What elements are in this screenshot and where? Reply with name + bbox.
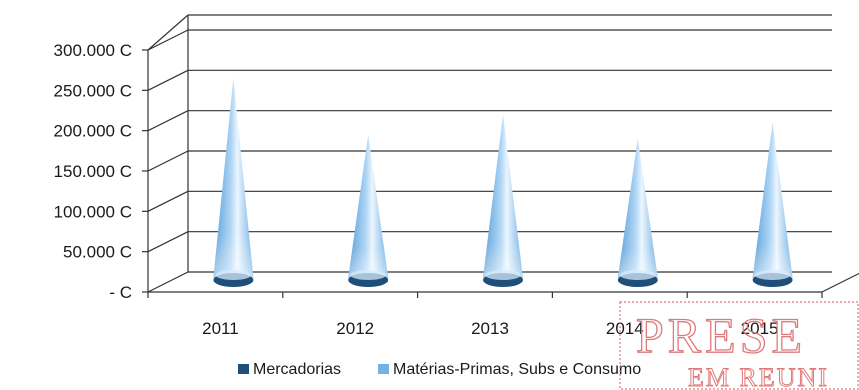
cone-base-top [754,270,791,280]
y-tick-label: 100.000 C [54,202,132,221]
legend-swatch-materias [378,364,389,374]
grid-diagonal-top [147,14,189,51]
cone-highlight [213,78,254,285]
grid-diagonal [147,110,189,132]
grid-diagonal [147,29,189,51]
x-tick-label: 2012 [336,319,374,338]
stamp-text-line1: PRESE [636,307,806,363]
grid-diagonal [147,190,189,212]
cone-highlight [483,114,523,285]
stamp-text-line2: EM REUNI [688,363,829,390]
y-tick-label: 300.000 C [54,41,132,60]
x-tick-label: 2014 [606,319,644,338]
grid-diagonal [147,150,189,172]
y-tick-label: 150.000 C [54,162,132,181]
y-tick-label: 200.000 C [54,122,132,141]
grid-diagonal [147,231,189,253]
cone-base-top [215,270,252,280]
x-tick-label: 2013 [471,319,509,338]
cone-base-top [350,270,387,280]
legend: Mercadorias Matérias-Primas, Subs e Consu… [238,361,641,378]
axes-layer: - C 50.000 C 100.000 C 150.000 C 200.000 C 25… [54,14,859,338]
stamp-border [619,301,859,390]
x-tick-label: 2011 [202,319,239,338]
legend-swatch-mercadorias [238,364,249,374]
y-tick-label: - C [109,283,132,302]
grid-diagonal [147,271,189,293]
y-tick-label: 50.000 C [63,243,132,262]
x-tick-label: 2015 [741,319,779,338]
legend-label-materias: Matérias-Primas, Subs e Consumo [393,361,641,378]
grid-diagonal [147,69,189,91]
cone-base-top [485,270,521,280]
cone-highlight [348,134,389,285]
marks-layer [213,78,793,287]
legend-label-mercadorias: Mercadorias [253,361,341,378]
cone-highlight [617,138,658,285]
cone-highlight [752,122,793,286]
cone-base-top [619,270,656,280]
floor-right-edge [821,272,859,293]
y-tick-label: 250.000 C [54,81,132,100]
